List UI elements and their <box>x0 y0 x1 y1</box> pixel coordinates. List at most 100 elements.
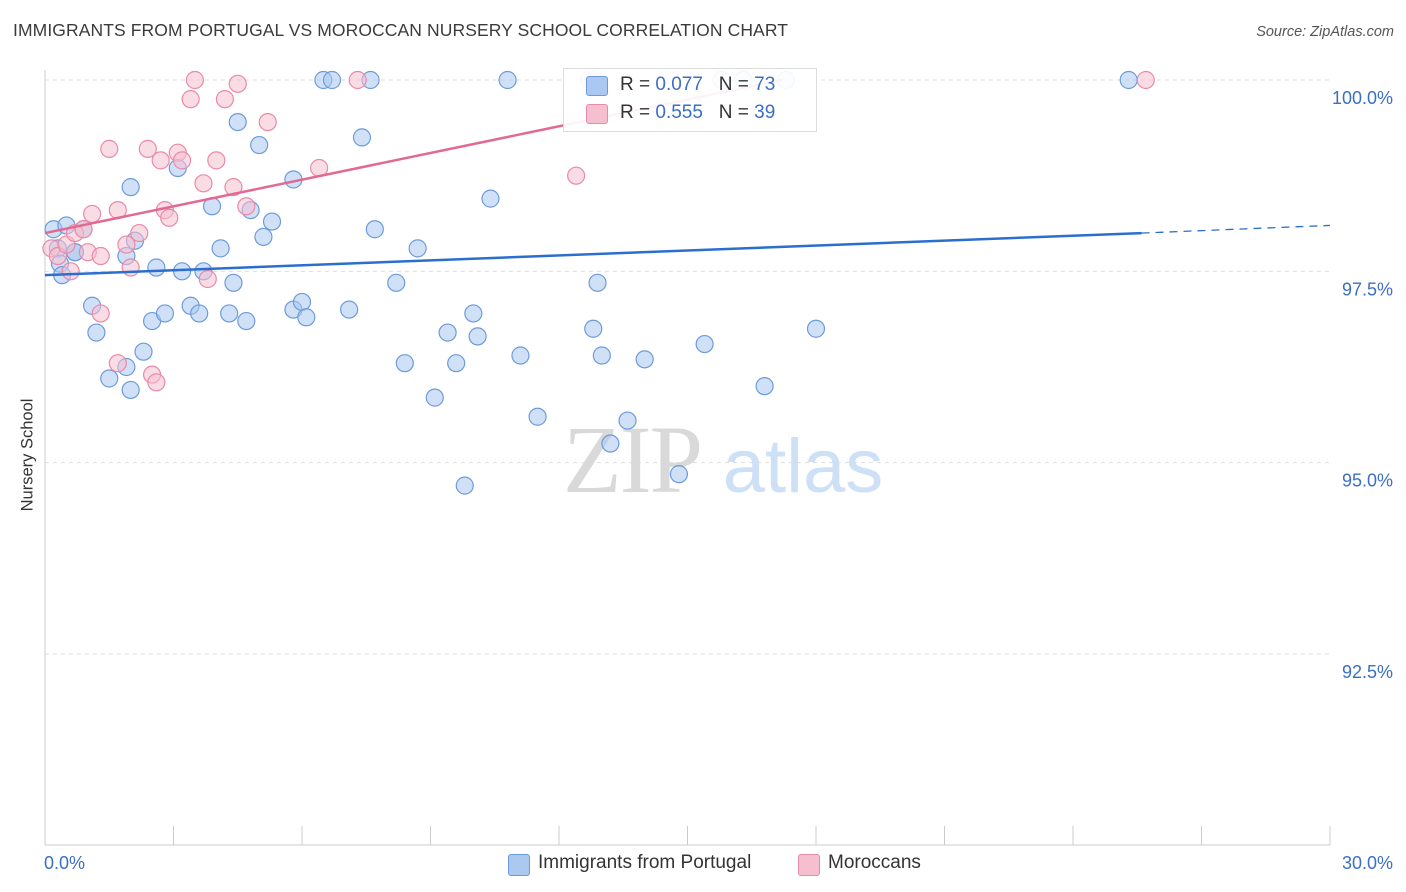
portugal-point[interactable] <box>498 70 517 90</box>
portugal-point[interactable] <box>340 300 359 319</box>
moroccan-point[interactable] <box>100 139 119 158</box>
portugal-point[interactable] <box>464 304 483 323</box>
portugal-point[interactable] <box>254 227 273 246</box>
portugal-point[interactable] <box>387 273 406 292</box>
watermark-atlas: atlas <box>723 424 884 509</box>
moroccan-point[interactable] <box>237 197 256 216</box>
r-value: 0.077 <box>655 74 703 95</box>
portugal-point[interactable] <box>408 239 427 258</box>
axes <box>44 70 1331 846</box>
moroccan-point[interactable] <box>160 208 179 227</box>
moroccan-point[interactable] <box>198 269 217 289</box>
portugal-point[interactable] <box>224 273 243 292</box>
moroccan-point[interactable] <box>172 151 192 170</box>
data-points <box>42 70 1155 495</box>
portugal-point[interactable] <box>250 135 269 155</box>
portugal-point[interactable] <box>262 212 282 231</box>
n-value: 39 <box>754 102 776 123</box>
moroccan-point[interactable] <box>194 174 213 193</box>
portugal-point[interactable] <box>806 319 826 338</box>
legend-label: Immigrants from Portugal <box>538 852 752 873</box>
portugal-point[interactable] <box>395 354 414 373</box>
portugal-point[interactable] <box>755 377 774 396</box>
moroccan-point[interactable] <box>108 354 127 373</box>
moroccan-point[interactable] <box>181 90 200 109</box>
series-legend: Immigrants from Portugal Moroccans <box>0 852 1406 878</box>
moroccan-point[interactable] <box>185 70 205 90</box>
moroccan-point[interactable] <box>91 246 110 266</box>
moroccan-point[interactable] <box>567 166 586 185</box>
y-tick-label: 100.0% <box>1332 88 1393 108</box>
moroccan-point[interactable] <box>61 262 80 281</box>
portugal-point[interactable] <box>352 128 372 147</box>
moroccan-point[interactable] <box>348 70 367 90</box>
moroccan-point[interactable] <box>117 235 136 254</box>
blue-swatch <box>508 854 530 876</box>
portugal-point[interactable] <box>695 334 714 354</box>
portugal-point[interactable] <box>292 292 312 312</box>
portugal-trend-line <box>44 231 1142 277</box>
portugal-point[interactable] <box>87 323 106 342</box>
portugal-point[interactable] <box>455 476 474 495</box>
y-tick-label: 92.5% <box>1342 662 1393 682</box>
moroccan-point[interactable] <box>83 204 102 224</box>
pink-swatch <box>586 104 608 124</box>
portugal-point[interactable] <box>134 342 153 361</box>
moroccan-point[interactable] <box>1136 70 1155 90</box>
x-tick-label: 0.0% <box>44 853 85 873</box>
grid-lines <box>45 79 1330 655</box>
portugal-trend-extension <box>1141 224 1331 234</box>
portugal-point[interactable] <box>601 434 620 453</box>
portugal-point[interactable] <box>147 258 166 277</box>
portugal-point[interactable] <box>211 239 230 258</box>
portugal-point[interactable] <box>528 407 547 426</box>
portugal-point[interactable] <box>237 311 256 331</box>
portugal-point[interactable] <box>190 304 209 323</box>
portugal-point[interactable] <box>220 304 239 323</box>
portugal-point[interactable] <box>425 388 444 407</box>
portugal-point[interactable] <box>100 369 119 388</box>
portugal-point[interactable] <box>121 178 140 197</box>
portugal-point[interactable] <box>468 327 487 346</box>
portugal-point[interactable] <box>618 411 637 430</box>
portugal-point[interactable] <box>592 346 611 365</box>
moroccan-point[interactable] <box>138 139 157 158</box>
moroccan-point[interactable] <box>121 258 140 277</box>
moroccan-point[interactable] <box>215 90 234 109</box>
moroccan-point[interactable] <box>91 304 110 323</box>
r-value: 0.555 <box>655 102 703 123</box>
moroccan-point[interactable] <box>258 112 277 132</box>
portugal-point[interactable] <box>438 323 457 342</box>
legend-label: Moroccans <box>828 852 921 873</box>
portugal-point[interactable] <box>365 220 384 239</box>
moroccan-point[interactable] <box>147 373 166 392</box>
r-label: R = <box>620 74 656 95</box>
n-label: N = <box>718 74 755 95</box>
chart-title: IMMIGRANTS FROM PORTUGAL VS MOROCCAN NUR… <box>13 20 789 40</box>
moroccan-point[interactable] <box>228 74 247 93</box>
pink-swatch <box>798 854 820 876</box>
portugal-point[interactable] <box>481 189 500 208</box>
y-tick-label: 95.0% <box>1342 471 1393 491</box>
y-tick-label: 97.5% <box>1342 279 1393 299</box>
portugal-point[interactable] <box>635 350 654 369</box>
moroccan-point[interactable] <box>207 151 226 170</box>
portugal-point[interactable] <box>1119 70 1138 90</box>
moroccan-point[interactable] <box>151 151 170 170</box>
portugal-point[interactable] <box>155 304 175 323</box>
portugal-point[interactable] <box>447 354 466 373</box>
portugal-point[interactable] <box>121 380 140 400</box>
portugal-point[interactable] <box>322 70 342 90</box>
n-value: 73 <box>754 74 776 95</box>
portugal-point[interactable] <box>228 112 247 132</box>
portugal-point[interactable] <box>588 273 607 292</box>
portugal-point[interactable] <box>584 319 603 338</box>
moroccan-point[interactable] <box>224 178 243 197</box>
n-label: N = <box>718 102 755 123</box>
portugal-point[interactable] <box>669 465 689 484</box>
portugal-point[interactable] <box>511 346 530 365</box>
x-tick-label: 30.0% <box>1342 853 1393 873</box>
moroccan-point[interactable] <box>130 223 149 243</box>
portugal-point[interactable] <box>297 308 316 327</box>
